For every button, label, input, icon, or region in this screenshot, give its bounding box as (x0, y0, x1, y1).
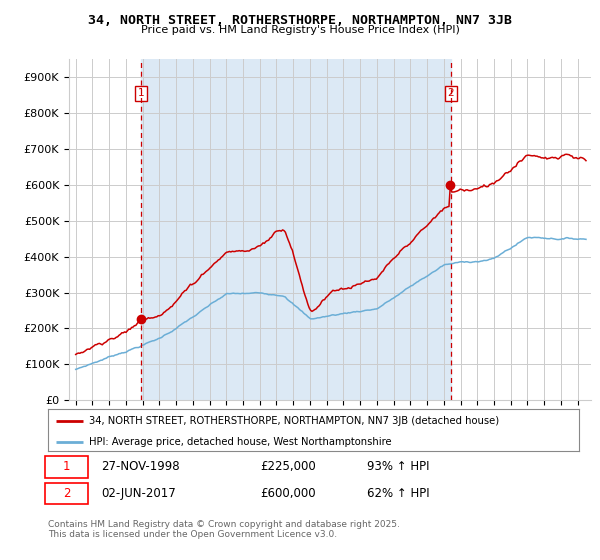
Text: Price paid vs. HM Land Registry's House Price Index (HPI): Price paid vs. HM Land Registry's House … (140, 25, 460, 35)
FancyBboxPatch shape (46, 483, 88, 504)
FancyBboxPatch shape (46, 456, 88, 478)
Text: £600,000: £600,000 (260, 487, 316, 500)
Text: 1: 1 (138, 88, 145, 98)
Text: Contains HM Land Registry data © Crown copyright and database right 2025.
This d: Contains HM Land Registry data © Crown c… (48, 520, 400, 539)
Text: 34, NORTH STREET, ROTHERSTHORPE, NORTHAMPTON, NN7 3JB: 34, NORTH STREET, ROTHERSTHORPE, NORTHAM… (88, 14, 512, 27)
Text: 2: 2 (448, 88, 454, 98)
Text: 2: 2 (63, 487, 70, 500)
Text: 1: 1 (63, 460, 70, 473)
Text: 02-JUN-2017: 02-JUN-2017 (101, 487, 176, 500)
Text: 34, NORTH STREET, ROTHERSTHORPE, NORTHAMPTON, NN7 3JB (detached house): 34, NORTH STREET, ROTHERSTHORPE, NORTHAM… (89, 416, 500, 426)
Text: £225,000: £225,000 (260, 460, 316, 473)
Bar (141, 59, 451, 400)
Text: 62% ↑ HPI: 62% ↑ HPI (367, 487, 429, 500)
Text: HPI: Average price, detached house, West Northamptonshire: HPI: Average price, detached house, West… (89, 437, 392, 446)
Text: 93% ↑ HPI: 93% ↑ HPI (367, 460, 429, 473)
Text: 27-NOV-1998: 27-NOV-1998 (101, 460, 180, 473)
